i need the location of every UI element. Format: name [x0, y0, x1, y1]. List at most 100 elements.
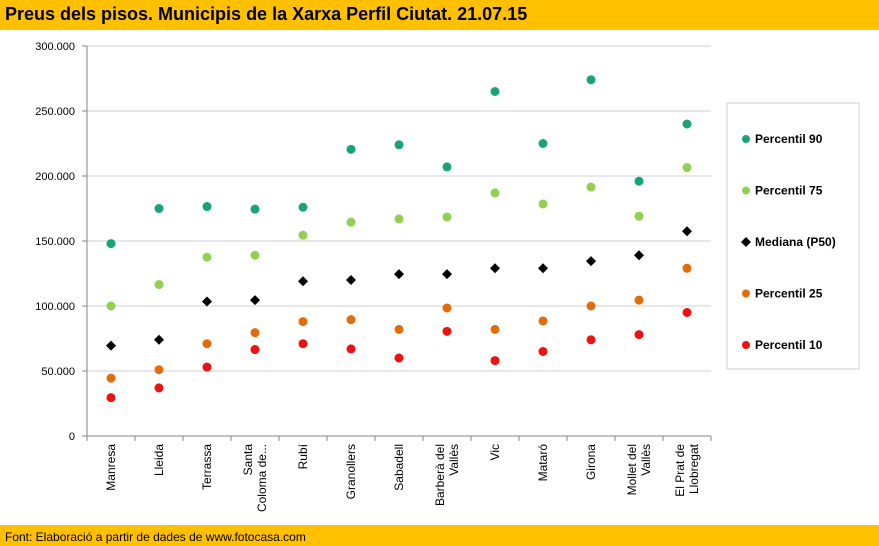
data-point — [538, 347, 548, 356]
y-tick-label: 100.000 — [35, 301, 75, 313]
legend-marker — [742, 289, 750, 298]
legend-marker — [742, 135, 750, 143]
data-point — [634, 250, 644, 261]
data-point — [298, 317, 308, 327]
data-point — [586, 335, 596, 345]
chart-title: Preus dels pisos. Municipis de la Xarxa … — [5, 4, 528, 24]
data-point — [538, 199, 548, 209]
data-point — [202, 339, 212, 349]
data-point — [298, 202, 308, 212]
y-tick-label: 250.000 — [35, 106, 75, 118]
x-tick-label-line: Manresa — [104, 444, 118, 491]
data-point — [490, 263, 500, 274]
data-point — [682, 308, 692, 317]
x-tick-label-line: Santa — [241, 444, 255, 476]
data-point — [682, 263, 692, 273]
data-point — [154, 383, 164, 393]
data-point — [394, 269, 404, 280]
y-tick-label: 200.000 — [35, 171, 75, 183]
data-point — [538, 263, 548, 274]
data-point — [298, 230, 308, 240]
y-tick-label: 300.000 — [35, 41, 75, 53]
data-point — [202, 202, 212, 212]
x-tick-label-line: Terrassa — [200, 444, 214, 490]
x-tick-label-line: Mataró — [536, 444, 550, 482]
x-tick-label: Barberà del Vallès — [433, 444, 461, 506]
legend-label: Mediana (P50) — [755, 235, 836, 249]
data-point — [346, 217, 356, 227]
legend-label: Percentil 10 — [755, 338, 823, 352]
data-point — [490, 87, 500, 96]
data-point — [586, 256, 596, 267]
x-tick-label: Granollers — [344, 444, 358, 499]
x-tick-label-line: Vic — [488, 444, 502, 460]
legend-label: Percentil 75 — [755, 184, 823, 198]
data-point — [250, 345, 260, 355]
data-point — [442, 269, 452, 280]
data-point — [490, 188, 500, 198]
x-tick-label-line: Girona — [584, 444, 598, 480]
x-tick-label-line: Llobregat — [687, 443, 701, 494]
data-point — [154, 334, 164, 345]
legend-label: Percentil 25 — [755, 287, 823, 301]
data-point — [442, 212, 452, 222]
data-point — [394, 353, 404, 363]
legend: Percentil 90 Percentil 75 Mediana (P50) Per… — [726, 102, 860, 370]
data-point — [250, 295, 260, 306]
x-tick-label-line: El Prat de — [673, 444, 687, 497]
data-point — [346, 315, 356, 325]
source-note: Font: Elaboració a partir de dades de ww… — [5, 530, 306, 544]
data-point — [202, 296, 212, 307]
data-point — [634, 176, 644, 186]
x-tick-label-line: Granollers — [344, 444, 358, 499]
data-point — [250, 328, 260, 338]
legend-marker — [741, 237, 751, 247]
x-tick-label: Mollet del Vallès — [625, 444, 653, 495]
data-point — [394, 214, 404, 224]
data-point — [106, 239, 116, 249]
data-point — [682, 226, 692, 237]
legend-box — [726, 102, 860, 370]
data-point — [154, 280, 164, 290]
x-tick-label-line: Vallès — [639, 444, 653, 476]
x-tick-label-line: Rubí — [296, 443, 310, 469]
x-tick-label-line: Vallès — [447, 444, 461, 476]
y-tick-label: 50.000 — [41, 366, 75, 378]
data-point — [586, 182, 596, 192]
data-point — [538, 316, 548, 326]
x-tick-label: Lleida — [152, 444, 166, 476]
x-tick-label: El Prat de Llobregat — [673, 443, 701, 496]
y-tick-label: 0 — [69, 431, 75, 443]
x-tick-label-line: Coloma de... — [255, 444, 269, 512]
data-point — [442, 326, 452, 336]
data-point — [682, 163, 692, 173]
data-point — [442, 162, 452, 172]
data-point — [394, 140, 404, 150]
y-tick-label: 150.000 — [35, 236, 75, 248]
data-point — [106, 301, 116, 311]
x-tick-label: Sabadell — [392, 444, 406, 491]
x-tick-label: Santa Coloma de... — [241, 444, 269, 512]
x-tick-label: Rubí — [296, 443, 310, 469]
x-tick-label-line: Barberà del — [433, 444, 447, 506]
legend-label: Percentil 90 — [755, 132, 823, 146]
data-point — [298, 339, 308, 349]
data-point — [586, 301, 596, 311]
x-tick-label-line: Mollet del — [625, 444, 639, 495]
data-point — [346, 344, 356, 354]
x-tick-label: Terrassa — [200, 444, 214, 490]
data-point — [442, 303, 452, 313]
data-point — [154, 365, 164, 375]
data-point — [298, 276, 308, 287]
x-tick-label: Mataró — [536, 444, 550, 482]
x-tick-label: Vic — [488, 444, 502, 460]
legend-marker — [742, 186, 750, 195]
data-point — [682, 119, 692, 129]
data-point — [346, 275, 356, 285]
data-point — [490, 324, 500, 334]
data-point — [106, 340, 116, 351]
data-point — [586, 75, 596, 85]
data-point — [538, 139, 548, 148]
